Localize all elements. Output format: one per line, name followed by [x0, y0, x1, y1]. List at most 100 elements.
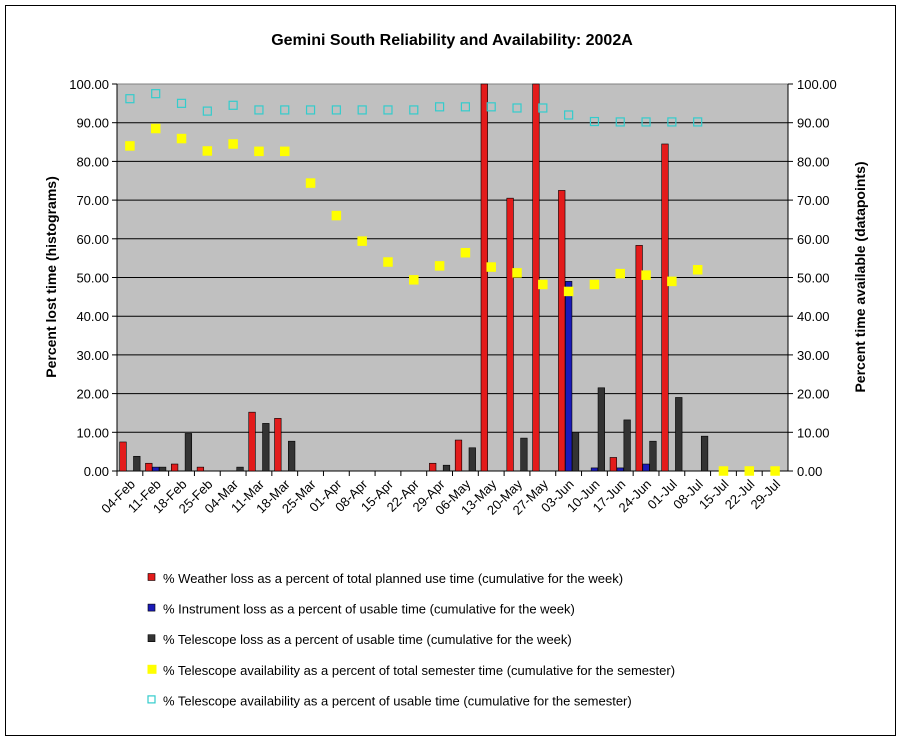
data-point: [460, 102, 471, 112]
data-point: [486, 262, 496, 272]
bar: [616, 467, 624, 472]
y-left-tick-label: 50.00: [76, 271, 109, 286]
data-point: [667, 276, 677, 287]
data-point: [563, 286, 574, 297]
bar: [558, 190, 566, 472]
bar: [480, 83, 488, 472]
data-point: [176, 98, 187, 108]
bar: [236, 466, 244, 472]
data-point: [383, 257, 393, 267]
data-point: [150, 123, 161, 134]
data-point: [693, 117, 703, 127]
bar: [506, 197, 514, 472]
bar: [571, 431, 580, 472]
y-axis-left-title: Percent lost time (histograms): [43, 176, 59, 378]
data-point: [409, 105, 419, 115]
data-point: [305, 178, 316, 188]
bar: [442, 464, 451, 472]
bar: [262, 423, 270, 472]
data-point: [615, 268, 625, 279]
data-point: [357, 236, 367, 246]
bar: [133, 455, 141, 472]
y-right-tick-label: 0.00: [797, 464, 822, 479]
legend-swatch: [147, 573, 156, 581]
y-axis-right-title: Percent time available (datapoints): [852, 161, 868, 392]
data-point: [254, 146, 264, 157]
data-point: [615, 117, 625, 127]
data-point: [641, 270, 651, 280]
legend-swatch: [147, 634, 156, 643]
y-left-tick-label: 100.00: [69, 77, 109, 92]
data-point: [641, 117, 651, 127]
data-point: [512, 268, 522, 278]
data-point: [331, 210, 342, 221]
y-right-tick-label: 10.00: [797, 425, 830, 440]
y-left-tick-label: 70.00: [76, 193, 109, 208]
y-right-tick-label: 40.00: [797, 309, 830, 324]
data-point: [460, 247, 471, 258]
bar: [248, 411, 256, 472]
y-right-tick-label: 70.00: [797, 193, 830, 208]
legend-label: % Telescope loss as a percent of usable …: [163, 632, 572, 647]
y-left-tick-label: 60.00: [76, 232, 109, 247]
bar: [429, 462, 437, 472]
bar: [288, 440, 296, 472]
bar: [152, 466, 160, 472]
bar: [159, 466, 167, 472]
data-point: [770, 466, 780, 476]
legend-item: % Telescope availability as a percent of…: [147, 663, 675, 678]
y-right-tick-label: 20.00: [797, 387, 830, 402]
data-point: [280, 105, 290, 115]
legend-swatch: [147, 603, 156, 612]
bar: [590, 467, 599, 472]
data-point: [564, 110, 574, 120]
data-point: [125, 141, 135, 151]
legend-label: % Telescope availability as a percent of…: [163, 663, 675, 678]
bar: [454, 439, 463, 472]
legend-label: % Weather loss as a percent of total pla…: [163, 571, 623, 586]
bar: [609, 457, 617, 472]
legend-item: % Telescope loss as a percent of usable …: [147, 632, 572, 647]
bar: [145, 462, 153, 472]
bar: [649, 440, 657, 472]
y-left-tick-label: 80.00: [76, 154, 109, 169]
bar: [565, 281, 573, 472]
y-left-tick-label: 0.00: [84, 464, 109, 479]
data-point: [744, 466, 755, 476]
x-tick-label: 29-Jul: [748, 476, 784, 512]
bar: [196, 466, 205, 472]
legend-item: % Weather loss as a percent of total pla…: [147, 571, 623, 586]
bar: [520, 437, 528, 472]
data-point: [538, 103, 548, 113]
data-point: [538, 279, 548, 290]
y-left-tick-label: 10.00: [76, 425, 109, 440]
plot-area: 0.00 0.00 10.00 10.00 20.00 20.00 30.00 30.00 40…: [69, 77, 837, 518]
y-right-tick-label: 90.00: [797, 116, 830, 131]
data-point: [305, 105, 316, 115]
bar: [700, 435, 709, 472]
legend-swatch: [147, 664, 157, 674]
legend-swatch: [147, 695, 156, 704]
data-point: [486, 102, 496, 112]
y-left-tick-label: 20.00: [76, 387, 109, 402]
data-point: [718, 466, 729, 476]
bar: [642, 463, 650, 472]
bar: [171, 463, 179, 472]
y-right-tick-label: 50.00: [797, 271, 830, 286]
legend-item: % Instrument loss as a percent of usable…: [147, 602, 575, 617]
legend: % Weather loss as a percent of total pla…: [147, 571, 675, 708]
data-point: [202, 106, 212, 116]
chart-title: Gemini South Reliability and Availabilit…: [271, 32, 633, 49]
y-left-tick-label: 40.00: [76, 309, 109, 324]
legend-item: % Telescope availability as a percent of…: [147, 693, 632, 708]
bar: [468, 447, 476, 472]
data-point: [331, 105, 341, 115]
y-right-tick-label: 30.00: [797, 348, 830, 363]
data-point: [409, 275, 419, 285]
bar: [623, 419, 631, 472]
y-right-tick-label: 100.00: [797, 77, 837, 92]
data-point: [434, 102, 445, 112]
data-point: [228, 100, 238, 110]
bar: [532, 83, 540, 472]
